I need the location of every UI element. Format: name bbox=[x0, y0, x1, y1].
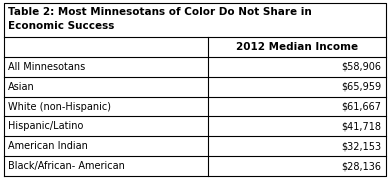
Text: American Indian: American Indian bbox=[8, 141, 88, 151]
Text: White (non-Hispanic): White (non-Hispanic) bbox=[8, 102, 111, 112]
Text: 2012 Median Income: 2012 Median Income bbox=[236, 42, 358, 52]
Text: Table 2: Most Minnesotans of Color Do Not Share in: Table 2: Most Minnesotans of Color Do No… bbox=[8, 7, 312, 17]
Text: Black/African- American: Black/African- American bbox=[8, 161, 125, 171]
Text: Asian: Asian bbox=[8, 82, 35, 92]
Text: All Minnesotans: All Minnesotans bbox=[8, 62, 85, 72]
Text: Economic Success: Economic Success bbox=[8, 21, 114, 31]
Text: Hispanic/Latino: Hispanic/Latino bbox=[8, 121, 83, 131]
Text: $41,718: $41,718 bbox=[341, 121, 381, 131]
Text: $58,906: $58,906 bbox=[341, 62, 381, 72]
Text: $32,153: $32,153 bbox=[341, 141, 381, 151]
Text: $61,667: $61,667 bbox=[341, 102, 381, 112]
Text: $28,136: $28,136 bbox=[341, 161, 381, 171]
Text: $65,959: $65,959 bbox=[341, 82, 381, 92]
